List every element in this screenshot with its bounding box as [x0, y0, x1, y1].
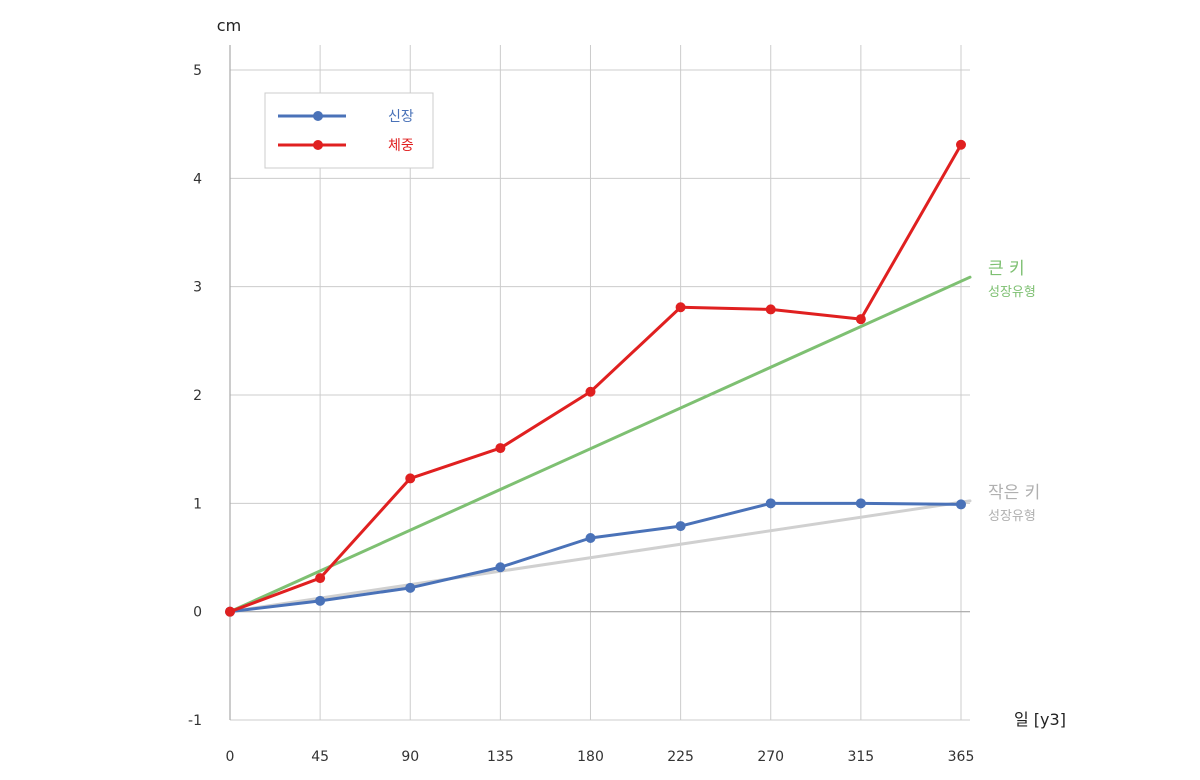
x-axis-label: 일 [y3] [1014, 710, 1066, 729]
series-1-point-4 [585, 386, 596, 397]
series-1-point-8 [956, 139, 966, 150]
x-tick-label-4: 180 [577, 749, 604, 765]
reference-label-short: 작은 키 성장유형 [988, 483, 1040, 524]
x-tick-labels: 0 45 90 135 180 225 270 315 365 [226, 749, 975, 765]
series-1-point-2 [405, 473, 416, 484]
y-tick-label-1: 0 [193, 605, 202, 621]
reference-label-tall-subtitle: 성장유형 [988, 285, 1036, 300]
x-tick-label-3: 135 [487, 749, 514, 765]
reference-line-1 [228, 499, 972, 614]
series-line-1 [229, 144, 963, 614]
y-axis-label: cm [217, 16, 241, 35]
x-tick-label-8: 365 [948, 749, 975, 765]
x-tick-label-2: 90 [401, 749, 419, 765]
legend-marker-0 [313, 111, 323, 121]
x-tick-label-1: 45 [311, 749, 329, 765]
reference-label-short-subtitle: 성장유형 [988, 509, 1036, 524]
y-tick-label-6: 5 [193, 63, 202, 79]
series-0-point-5 [675, 521, 686, 532]
y-tick-label-5: 4 [193, 171, 202, 187]
y-tick-label-3: 2 [193, 388, 202, 404]
reference-label-tall-title: 큰 키 [988, 259, 1025, 279]
y-tick-label-0: -1 [188, 713, 202, 729]
x-tick-label-7: 315 [847, 749, 874, 765]
series-0-point-4 [585, 533, 596, 543]
legend-box [264, 92, 434, 169]
reference-line-0 [228, 275, 972, 614]
series-0-point-8 [956, 499, 966, 510]
series-0-point-7 [855, 498, 866, 509]
x-tick-label-0: 0 [226, 749, 235, 765]
grid [229, 45, 970, 721]
legend-label-0: 신장 [388, 109, 414, 125]
x-tick-label-6: 270 [757, 749, 784, 765]
series-0-point-3 [495, 562, 506, 573]
series-0-point-2 [405, 582, 416, 593]
x-tick-label-5: 225 [667, 749, 694, 765]
series-1-point-0 [225, 606, 235, 617]
y-tick-labels: -1 0 1 2 3 4 5 [188, 63, 202, 729]
series-1-point-1 [315, 573, 326, 584]
legend-label-1: 체중 [388, 138, 414, 154]
series-1-point-7 [855, 314, 866, 325]
legend-marker-1 [313, 140, 323, 150]
series-0-point-1 [315, 595, 326, 606]
reference-lines [228, 275, 972, 614]
y-tick-label-4: 3 [193, 280, 202, 296]
series-1-point-3 [495, 443, 506, 454]
y-tick-label-2: 1 [193, 496, 202, 512]
series-1-point-5 [675, 302, 686, 313]
reference-label-tall: 큰 키 성장유형 [988, 259, 1036, 300]
data-series [225, 139, 966, 617]
series-0-point-6 [765, 498, 776, 509]
series-1-point-6 [765, 304, 776, 315]
reference-label-short-title: 작은 키 [988, 483, 1040, 503]
legend: 신장 체중 [264, 92, 434, 169]
